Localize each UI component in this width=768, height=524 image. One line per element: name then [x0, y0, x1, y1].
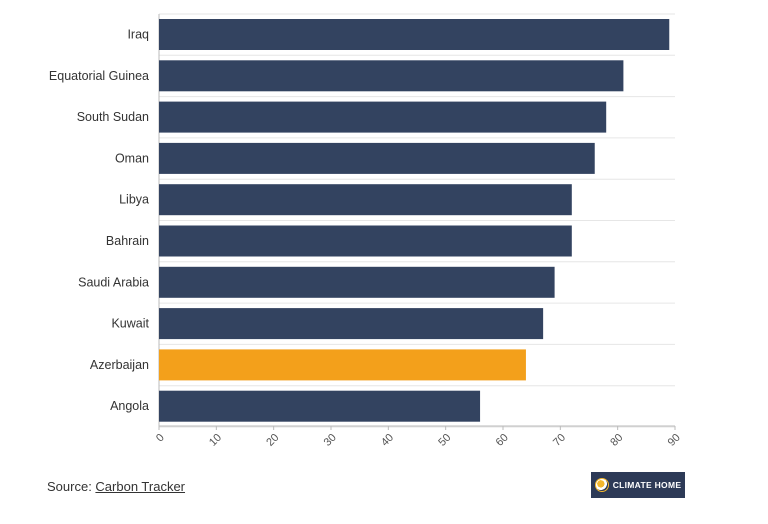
x-tick-label: 0	[154, 432, 167, 445]
x-axis-ticks: 0 10 20 30 40 50 60 70 80 90	[154, 426, 683, 449]
x-tick-label: 40	[379, 432, 396, 449]
climate-home-logo: CLIMATE HOME	[591, 472, 685, 498]
x-tick-label: 90	[666, 432, 683, 449]
bar-south-sudan	[159, 101, 607, 133]
bar-equatorial-guinea	[159, 60, 624, 92]
x-tick-label: 20	[264, 432, 281, 449]
globe-icon	[594, 478, 609, 492]
category-label: Oman	[115, 151, 149, 165]
bar-saudi-arabia	[159, 266, 555, 298]
bar-oman	[159, 142, 595, 174]
category-label: Equatorial Guinea	[49, 69, 149, 83]
bar-azerbaijan	[159, 349, 526, 381]
bar-kuwait	[159, 308, 544, 340]
x-tick-label: 50	[436, 432, 453, 449]
category-label: Kuwait	[111, 317, 149, 331]
category-label: Azerbaijan	[90, 358, 149, 372]
bar-chart: Iraq Equatorial Guinea South Sudan Oman Liby…	[49, 13, 683, 449]
source-link[interactable]: Carbon Tracker	[95, 479, 186, 494]
source-note: Source: Carbon Tracker	[47, 479, 185, 494]
bar-angola	[159, 390, 481, 422]
source-prefix: Source:	[47, 479, 96, 494]
category-label: Angola	[110, 399, 149, 413]
category-label: Saudi Arabia	[78, 275, 149, 289]
category-label: South Sudan	[77, 110, 149, 124]
x-tick-label: 80	[608, 432, 625, 449]
category-labels: Iraq Equatorial Guinea South Sudan Oman Liby…	[49, 28, 150, 414]
category-label: Libya	[119, 193, 149, 207]
category-label: Iraq	[127, 28, 149, 42]
x-tick-label: 30	[322, 432, 339, 449]
x-tick-label: 70	[551, 432, 568, 449]
logo-text: CLIMATE HOME	[612, 480, 682, 490]
x-tick-label: 60	[494, 432, 511, 449]
bars-layer	[159, 19, 670, 422]
bar-iraq	[159, 19, 670, 50]
bar-bahrain	[159, 225, 572, 257]
x-tick-label: 10	[207, 432, 224, 449]
bar-libya	[159, 184, 572, 216]
category-label: Bahrain	[106, 234, 149, 248]
